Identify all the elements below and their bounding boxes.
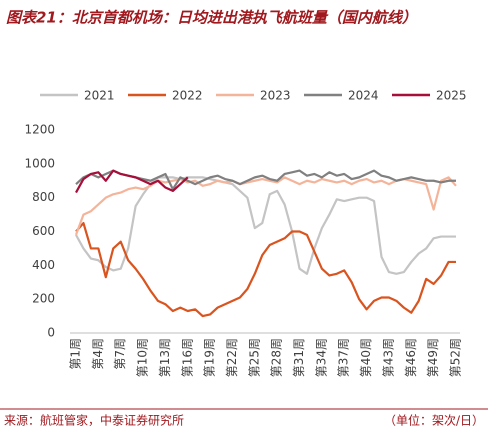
source: 来源：航班管家，中泰证券研究所: [4, 413, 184, 428]
x-tick-label: 第28周: [270, 338, 284, 377]
y-tick-label: 1200: [24, 123, 55, 137]
y-tick-label: 800: [32, 190, 55, 204]
series-line: [75, 176, 456, 275]
series-line: [75, 221, 456, 318]
x-tick-label: 第4周: [91, 338, 105, 370]
x-tick-label: 第16周: [180, 338, 194, 377]
legend-label: 2021: [84, 89, 115, 103]
y-tick-label: 400: [32, 258, 55, 272]
y-tick-label: 600: [32, 224, 55, 238]
x-tick-label: 第34周: [314, 338, 328, 377]
series-line: [74, 176, 457, 236]
legend-label: 2022: [172, 89, 203, 103]
legend-label: 2023: [260, 89, 291, 103]
x-tick-label: 第10周: [136, 338, 150, 377]
series-line: [75, 169, 189, 194]
unit: （单位：架次/日）: [384, 413, 484, 428]
x-tick-label: 第25周: [247, 338, 261, 377]
y-tick-label: 0: [47, 326, 55, 340]
legend-label: 2024: [348, 89, 379, 103]
legend-label: 2025: [436, 89, 467, 103]
x-tick-label: 第31周: [292, 338, 306, 377]
y-tick-label: 200: [32, 292, 55, 306]
chart-title: 图表21：北京首都机场：日均进出港执飞航班量（国内航线）: [6, 9, 417, 27]
x-tick-label: 第7周: [113, 338, 127, 370]
y-tick-label: 1000: [24, 156, 55, 170]
x-tick-label: 第13周: [158, 338, 172, 377]
x-tick-label: 第49周: [426, 338, 440, 377]
x-tick-label: 第22周: [225, 338, 239, 377]
x-tick-label: 第1周: [69, 338, 83, 370]
x-tick-label: 第52周: [449, 338, 463, 377]
x-tick-label: 第40周: [359, 338, 373, 377]
x-tick-label: 第46周: [404, 338, 418, 377]
x-tick-label: 第19周: [203, 338, 217, 377]
x-tick-label: 第43周: [381, 338, 395, 377]
x-tick-label: 第37周: [337, 338, 351, 377]
